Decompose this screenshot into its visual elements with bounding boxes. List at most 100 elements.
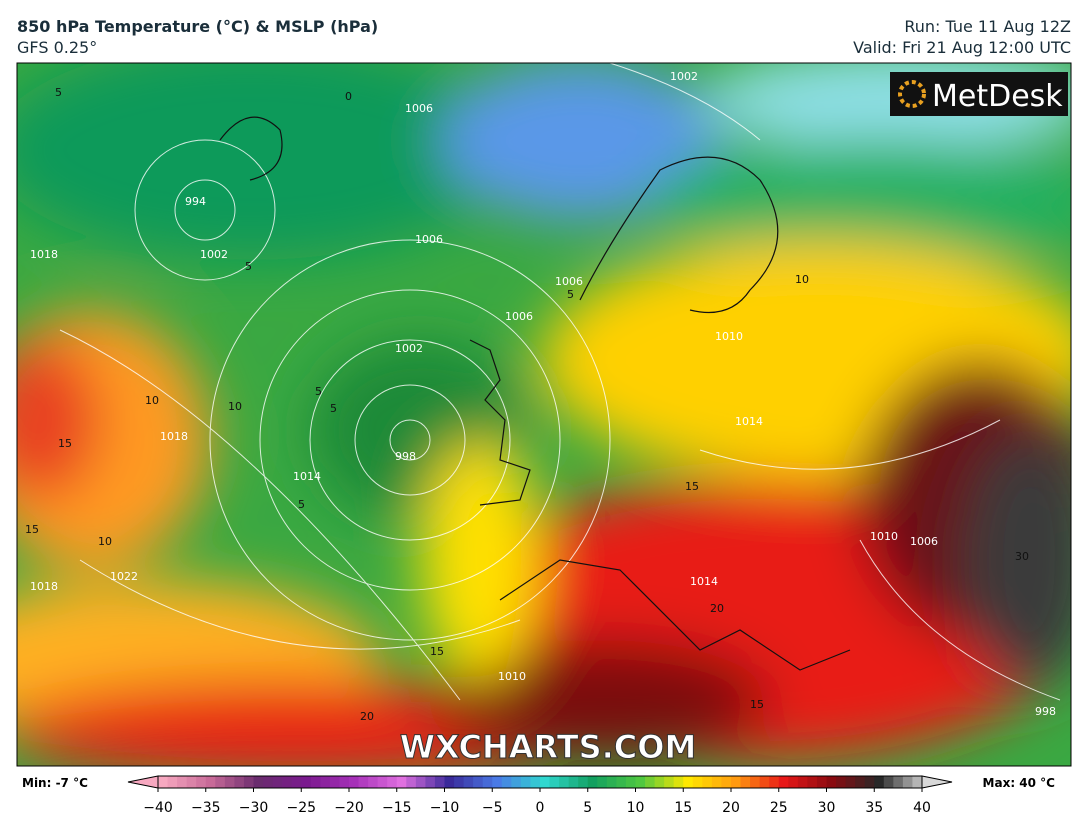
colorbar-cell	[463, 776, 474, 788]
logo-text: MetDesk	[932, 79, 1063, 114]
contour-labels: 1002 1006 994 1002 1006 1006 1006 1002 998 1014 10…	[25, 70, 1056, 723]
colorbar-cell	[186, 776, 197, 788]
colorbar-tick-label: 20	[722, 800, 740, 816]
colorbar-tick-label: −15	[382, 800, 412, 816]
isobar-label: 1014	[690, 575, 718, 588]
isotherm-label: 30	[1015, 550, 1029, 563]
colorbar-tick-label: 35	[865, 800, 883, 816]
colorbar-tick-label: −35	[191, 800, 221, 816]
colorbar-cell	[568, 776, 579, 788]
colorbar-cell	[224, 776, 235, 788]
colorbar-cell	[205, 776, 216, 788]
colorbar-cell	[692, 776, 703, 788]
colorbar-cell	[855, 776, 866, 788]
colorbar-cell	[492, 776, 503, 788]
isobar-label: 1010	[498, 670, 526, 683]
colorbar-tick-label: 10	[627, 800, 645, 816]
colorbar-cell	[234, 776, 245, 788]
max-label: Max: 40 °C	[983, 776, 1056, 790]
isobar-label: 1002	[200, 248, 228, 261]
colorbar-cell	[912, 776, 923, 788]
colorbar-cell	[902, 776, 913, 788]
isotherm-label: 10	[145, 394, 159, 407]
colorbar-cell	[836, 776, 847, 788]
colorbar-cell	[807, 776, 818, 788]
colorbar-cell	[215, 776, 226, 788]
isotherm-label: 5	[330, 402, 337, 415]
isobar-label: 1022	[110, 570, 138, 583]
colorbar-cell	[788, 776, 799, 788]
colorbar-tick-label: 30	[818, 800, 836, 816]
valid-time: Valid: Fri 21 Aug 12:00 UTC	[853, 38, 1071, 57]
isobar-label: 998	[1035, 705, 1056, 718]
colorbar-cell	[883, 776, 894, 788]
colorbar-cell	[578, 776, 589, 788]
map-frame	[16, 62, 1072, 767]
colorbar-cell	[759, 776, 770, 788]
colorbar-cell	[377, 776, 388, 788]
isotherm-label: 15	[58, 437, 72, 450]
isotherm-label: 20	[710, 602, 724, 615]
isotherm-label: 20	[360, 710, 374, 723]
isobar-label: 1018	[160, 430, 188, 443]
isotherm-label: 5	[55, 86, 62, 99]
isobar-label: 1006	[910, 535, 938, 548]
colorbar-cell	[425, 776, 436, 788]
isobar-label: 1002	[395, 342, 423, 355]
colorbar-cell	[349, 776, 360, 788]
colorbar-cell	[263, 776, 274, 788]
title: 850 hPa Temperature (°C) & MSLP (hPa)	[17, 17, 378, 36]
colorbar-cell	[769, 776, 780, 788]
isobar-label: 1018	[30, 580, 58, 593]
colorbar-cell	[683, 776, 694, 788]
isobar-label: 1018	[30, 248, 58, 261]
isobar-label: 1006	[415, 233, 443, 246]
colorbar-cell	[721, 776, 732, 788]
isotherm-label: 5	[298, 498, 305, 511]
colorbar-cell	[750, 776, 761, 788]
colorbar-cell	[520, 776, 531, 788]
colorbar-cell	[711, 776, 722, 788]
colorbar-cell	[540, 776, 551, 788]
colorbar-tick-label: −20	[334, 800, 364, 816]
isobar-label: 1006	[555, 275, 583, 288]
colorbar-cell	[444, 776, 455, 788]
colorbar-arrow	[921, 775, 953, 789]
colorbar: −40 −35 −30 −25 −20 −15 −10 −5 0 5 10 15 20 25 30 35 40	[127, 775, 953, 816]
colorbar-cell	[549, 776, 560, 788]
colorbar-cell	[874, 776, 885, 788]
colorbar-cell	[291, 776, 302, 788]
isotherm-label: 15	[685, 480, 699, 493]
colorbar-cell	[272, 776, 283, 788]
colorbar-cell	[893, 776, 904, 788]
isotherm-label: 15	[750, 698, 764, 711]
colorbar-cell	[645, 776, 656, 788]
map	[17, 63, 1071, 766]
colorbar-tick-label: 25	[770, 800, 788, 816]
colorbar-cell	[597, 776, 608, 788]
isotherm-label: 10	[228, 400, 242, 413]
colorbar-tick-label: 15	[674, 800, 692, 816]
colorbar-cell	[501, 776, 512, 788]
colorbar-cell	[864, 776, 875, 788]
colorbar-cell	[511, 776, 522, 788]
colorbar-cell	[816, 776, 827, 788]
colorbar-cell	[606, 776, 617, 788]
colorbar-cell	[368, 776, 379, 788]
colorbar-cell	[339, 776, 350, 788]
isobar-label: 1002	[670, 70, 698, 83]
isobar-label: 994	[185, 195, 206, 208]
colorbar-cell	[673, 776, 684, 788]
colorbar-tick-label: −25	[286, 800, 316, 816]
min-label: Min: -7 °C	[22, 776, 88, 790]
colorbar-cell	[845, 776, 856, 788]
isobar-label: 1014	[735, 415, 763, 428]
colorbar-cell	[243, 776, 254, 788]
colorbar-tick-label: −30	[239, 800, 269, 816]
colorbar-cell	[740, 776, 751, 788]
watermark: WXCHARTS.COM	[400, 728, 697, 766]
colorbar-cell	[320, 776, 331, 788]
colorbar-cell	[358, 776, 369, 788]
run-time: Run: Tue 11 Aug 12Z	[904, 17, 1071, 36]
